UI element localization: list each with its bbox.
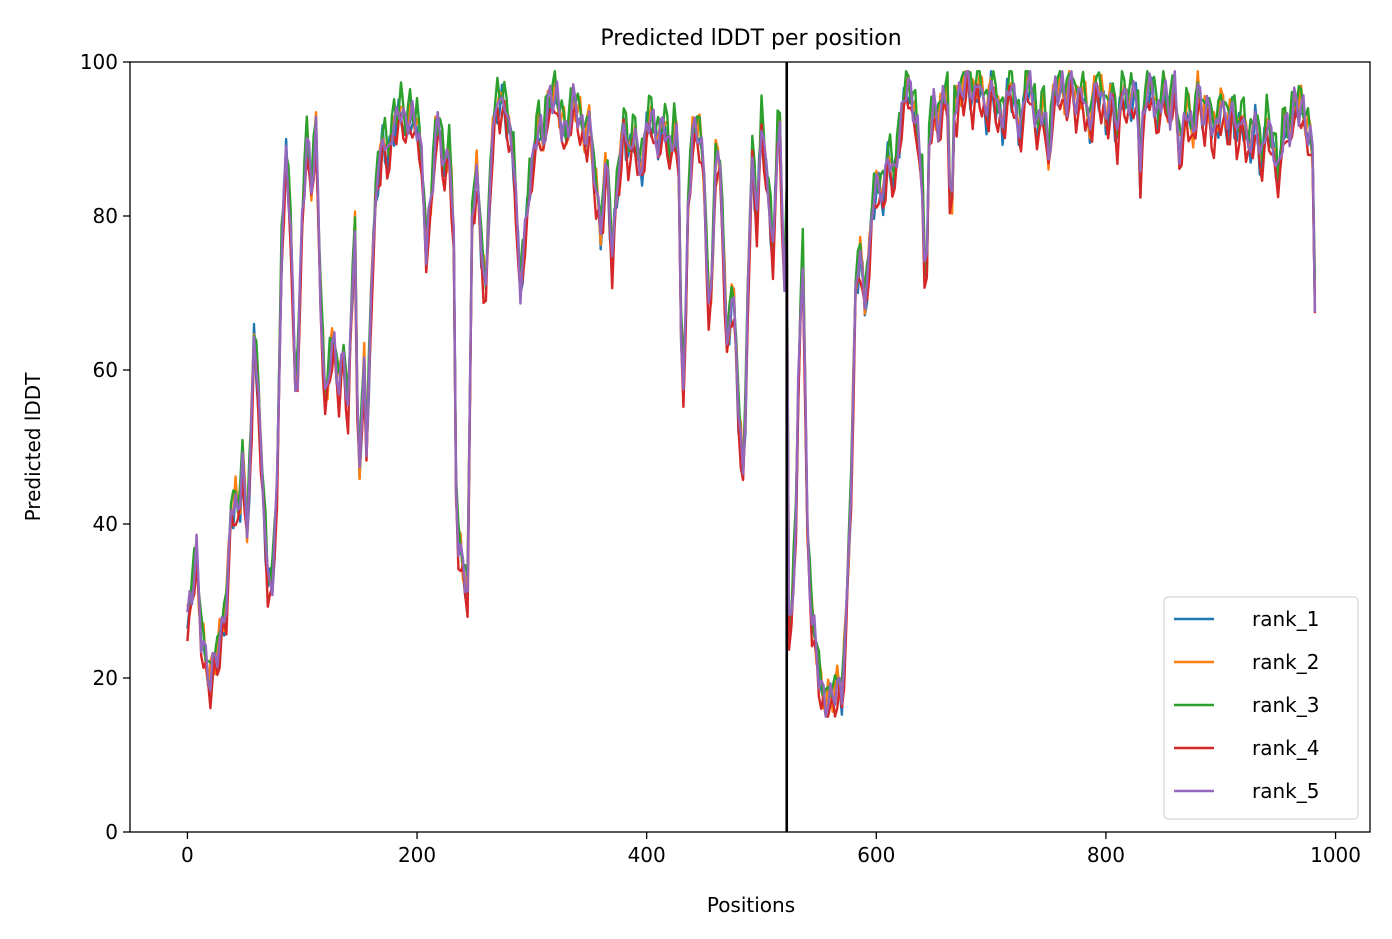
- legend: rank_1 rank_2 rank_3 rank_4 rank_5: [1163, 596, 1359, 820]
- x-tick-label: 600: [857, 843, 895, 867]
- y-tick-label: 100: [80, 50, 118, 74]
- x-tick-label: 800: [1087, 843, 1125, 867]
- legend-box: [1163, 596, 1359, 820]
- y-tick-label: 0: [105, 820, 118, 844]
- series-layer: [186, 70, 1317, 718]
- legend-label-rank_5: rank_5: [1252, 779, 1319, 803]
- legend-label-rank_4: rank_4: [1252, 736, 1319, 760]
- legend-label-rank_3: rank_3: [1252, 693, 1319, 717]
- x-tick-label: 1000: [1310, 843, 1361, 867]
- x-tick-label: 400: [628, 843, 666, 867]
- y-tick-label: 20: [93, 666, 118, 690]
- legend-label-rank_1: rank_1: [1252, 607, 1319, 631]
- y-tick-label: 60: [93, 358, 118, 382]
- y-axis-ticks: 0 20 40 60 80 100: [80, 50, 130, 844]
- y-axis-label: Predicted lDDT: [21, 372, 45, 522]
- legend-label-rank_2: rank_2: [1252, 650, 1319, 674]
- plot-frame: [129, 61, 1371, 833]
- x-tick-label: 200: [398, 843, 436, 867]
- chart-title: Predicted lDDT per position: [600, 26, 901, 51]
- x-axis-ticks: 0 200 400 600 800 1000: [181, 832, 1361, 867]
- y-tick-label: 80: [93, 204, 118, 228]
- y-tick-label: 40: [93, 512, 118, 536]
- x-axis-label: Positions: [707, 893, 795, 917]
- series-line-rank_5: [186, 70, 1317, 718]
- x-tick-label: 0: [181, 843, 194, 867]
